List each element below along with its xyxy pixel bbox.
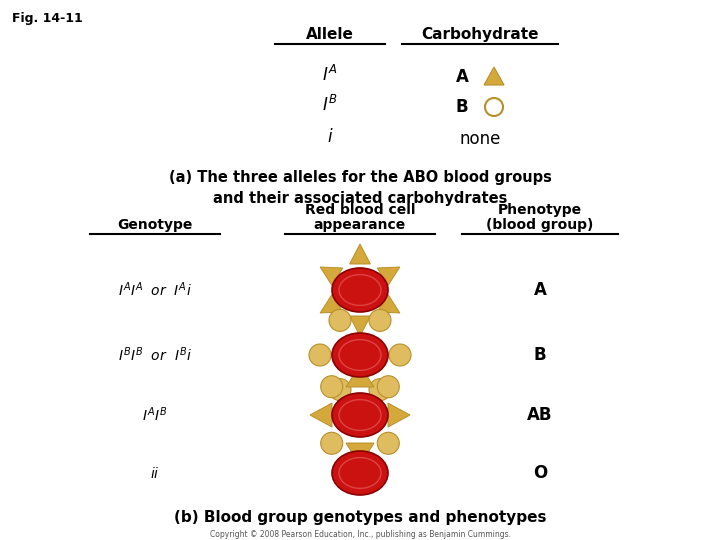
Text: $I^BI^B$  or  $I^Bi$: $I^BI^B$ or $I^Bi$ xyxy=(118,346,192,365)
Polygon shape xyxy=(350,244,370,264)
Ellipse shape xyxy=(332,268,388,312)
Polygon shape xyxy=(377,267,400,286)
Circle shape xyxy=(377,376,400,398)
Ellipse shape xyxy=(332,393,388,437)
Circle shape xyxy=(329,309,351,332)
Text: $I^AI^A$  or  $I^Ai$: $I^AI^A$ or $I^Ai$ xyxy=(118,281,192,299)
Polygon shape xyxy=(346,365,374,387)
Circle shape xyxy=(369,309,391,332)
Text: $i$: $i$ xyxy=(327,128,333,146)
Text: (a) The three alleles for the ABO blood groups
and their associated carbohydrate: (a) The three alleles for the ABO blood … xyxy=(168,170,552,206)
Circle shape xyxy=(320,376,343,398)
Text: $I^AI^B$: $I^AI^B$ xyxy=(143,406,168,424)
Text: $I^B$: $I^B$ xyxy=(323,95,338,115)
Polygon shape xyxy=(346,443,374,465)
Text: B: B xyxy=(534,346,546,364)
Text: Carbohydrate: Carbohydrate xyxy=(421,27,539,42)
Circle shape xyxy=(485,98,503,116)
Polygon shape xyxy=(320,267,343,286)
Text: B: B xyxy=(456,98,468,116)
Circle shape xyxy=(369,379,391,401)
Polygon shape xyxy=(310,403,332,427)
Text: $I^A$: $I^A$ xyxy=(323,65,338,85)
Ellipse shape xyxy=(332,451,388,495)
Polygon shape xyxy=(320,294,343,313)
Text: O: O xyxy=(533,464,547,482)
Text: $ii$: $ii$ xyxy=(150,465,160,481)
Polygon shape xyxy=(377,294,400,313)
Polygon shape xyxy=(350,316,370,336)
Text: appearance: appearance xyxy=(314,218,406,232)
Text: AB: AB xyxy=(527,406,553,424)
Polygon shape xyxy=(388,403,410,427)
Text: Allele: Allele xyxy=(306,27,354,42)
Polygon shape xyxy=(484,67,504,85)
Circle shape xyxy=(377,433,400,454)
Text: (blood group): (blood group) xyxy=(486,218,594,232)
Text: Fig. 14-11: Fig. 14-11 xyxy=(12,12,83,25)
Text: Red blood cell: Red blood cell xyxy=(305,203,415,217)
Text: Copyright © 2008 Pearson Education, Inc., publishing as Benjamin Cummings.: Copyright © 2008 Pearson Education, Inc.… xyxy=(210,530,510,539)
Circle shape xyxy=(309,344,331,366)
Text: A: A xyxy=(456,68,469,86)
Text: none: none xyxy=(459,130,500,148)
Circle shape xyxy=(389,344,411,366)
Ellipse shape xyxy=(332,333,388,377)
Circle shape xyxy=(329,379,351,401)
Text: Phenotype: Phenotype xyxy=(498,203,582,217)
Circle shape xyxy=(320,433,343,454)
Text: (b) Blood group genotypes and phenotypes: (b) Blood group genotypes and phenotypes xyxy=(174,510,546,525)
Text: Genotype: Genotype xyxy=(117,218,193,232)
Text: A: A xyxy=(534,281,546,299)
